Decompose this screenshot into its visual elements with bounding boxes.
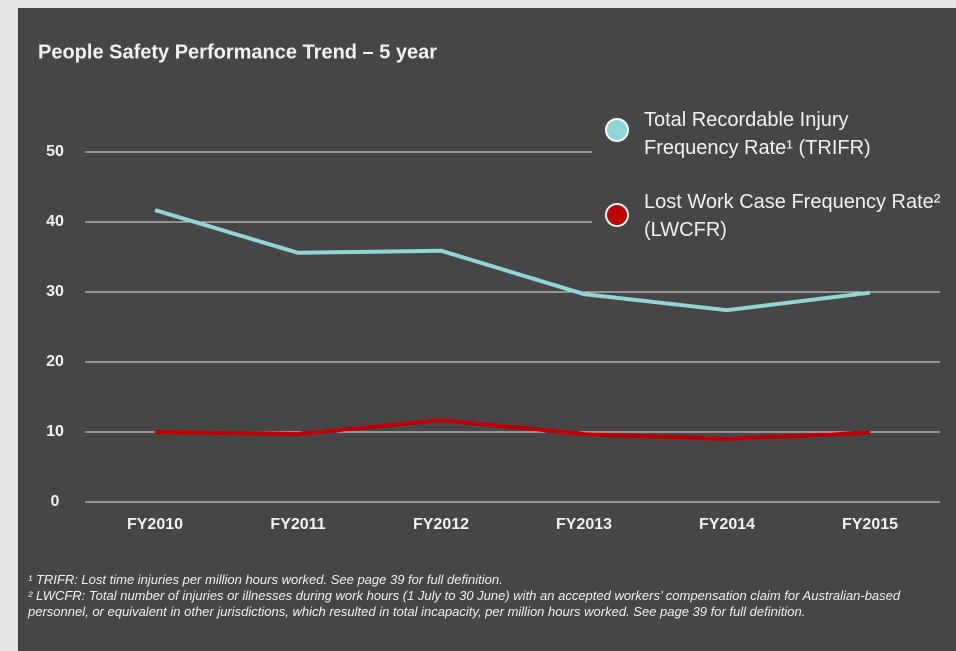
- x-tick-label: FY2010: [127, 516, 183, 533]
- x-tick-label: FY2013: [556, 516, 612, 533]
- legend-label: Total Recordable Injury Frequency Rate¹ …: [644, 109, 871, 159]
- x-tick-label: FY2015: [842, 516, 898, 533]
- legend-backdrop: [592, 100, 956, 260]
- series-line: [154, 208, 871, 313]
- y-tick-label: 30: [46, 283, 64, 300]
- y-tick-label: 50: [46, 143, 64, 160]
- series-line: [154, 418, 871, 441]
- x-tick-label: FY2014: [699, 516, 755, 533]
- y-tick-label: 10: [46, 423, 64, 440]
- footnote: ² LWCFR: Total number of injuries or ill…: [28, 588, 901, 619]
- x-tick-label: FY2011: [270, 516, 325, 533]
- legend-label: Lost Work Case Frequency Rate² (LWCFR): [644, 191, 941, 241]
- y-tick-label: 20: [46, 353, 64, 370]
- legend-marker: [605, 118, 629, 142]
- y-tick-label: 0: [51, 493, 60, 510]
- y-tick-label: 40: [46, 213, 64, 230]
- chart-title: People Safety Performance Trend – 5 year: [38, 41, 437, 63]
- footnote: ¹ TRIFR: Lost time injuries per million …: [28, 572, 503, 587]
- legend-marker: [605, 203, 629, 227]
- x-tick-label: FY2012: [413, 516, 469, 533]
